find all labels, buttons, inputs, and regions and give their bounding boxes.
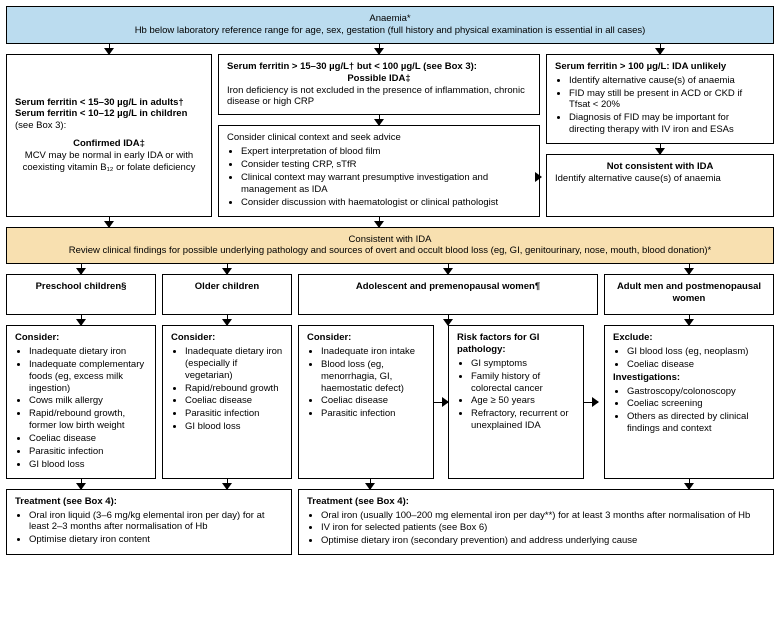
group-older: Older children (162, 274, 292, 315)
unlikely-box: Serum ferritin > 100 µg/L: IDA unlikely … (546, 54, 774, 144)
possible-consider-box: Consider clinical context and seek advic… (218, 125, 540, 216)
unlikely-head: Serum ferritin > 100 µg/L: IDA unlikely (555, 61, 765, 73)
possible-consider-b1: Expert interpretation of blood film (241, 146, 531, 158)
possible-consider-b4: Consider discussion with haematologist o… (241, 197, 531, 209)
consistent-box: Consistent with IDA Review clinical find… (6, 227, 774, 265)
possible-ida-column: Serum ferritin > 15–30 µg/L† but < 100 µ… (218, 54, 540, 217)
unlikely-b3: Diagnosis of FID may be important for di… (569, 112, 765, 136)
adolescent-risk-box: Risk factors for GI pathology: GI sympto… (448, 325, 584, 479)
header-title: Anaemia* (15, 13, 765, 25)
confirmed-ida-box: Serum ferritin < 15–30 µg/L in adults† S… (6, 54, 212, 217)
unlikely-b2: FID may still be present in ACD or CKD i… (569, 88, 765, 112)
preschool-consider-box: Consider: Inadequate dietary iron Inadeq… (6, 325, 156, 479)
adult-box: Exclude: GI blood loss (eg, neoplasm) Co… (604, 325, 774, 479)
possible-head: Serum ferritin > 15–30 µg/L† but < 100 µ… (227, 61, 477, 72)
group-adult: Adult men and postmenopausal women (604, 274, 774, 315)
possible-consider-b3: Clinical context may warrant presumptive… (241, 172, 531, 196)
possible-consider-lead: Consider clinical context and seek advic… (227, 132, 531, 144)
confirmed-note: MCV may be normal in early IDA or with c… (15, 150, 203, 174)
confirmed-line3: (see Box 3): (15, 120, 203, 132)
older-consider-box: Consider: Inadequate dietary iron (espec… (162, 325, 292, 479)
possible-note: Iron deficiency is not excluded in the p… (227, 85, 531, 109)
not-consistent-note: Identify alternative cause(s) of anaemia (555, 173, 765, 185)
possible-consider-b2: Consider testing CRP, sTfR (241, 159, 531, 171)
header-subtitle: Hb below laboratory reference range for … (15, 25, 765, 37)
confirmed-title: Confirmed IDA‡ (15, 138, 203, 150)
treatment-child-box: Treatment (see Box 4): Oral iron liquid … (6, 489, 292, 556)
possible-ida-box: Serum ferritin > 15–30 µg/L† but < 100 µ… (218, 54, 540, 116)
not-consistent-title: Not consistent with IDA (555, 161, 765, 173)
group-adolescent: Adolescent and premenopausal women¶ (298, 274, 598, 315)
not-consistent-box: Not consistent with IDA Identify alterna… (546, 154, 774, 217)
possible-title: Possible IDA‡ (227, 73, 531, 85)
group-preschool: Preschool children§ (6, 274, 156, 315)
unlikely-column: Serum ferritin > 100 µg/L: IDA unlikely … (546, 54, 774, 217)
treatment-adult-box: Treatment (see Box 4): Oral iron (usuall… (298, 489, 774, 556)
confirmed-line1: Serum ferritin < 15–30 µg/L in adults† (15, 97, 203, 109)
adolescent-consider-box: Consider: Inadequate iron intake Blood l… (298, 325, 434, 479)
confirmed-line2: Serum ferritin < 10–12 µg/L in children (15, 108, 203, 120)
consistent-note: Review clinical findings for possible un… (15, 245, 765, 257)
anaemia-header: Anaemia* Hb below laboratory reference r… (6, 6, 774, 44)
consistent-title: Consistent with IDA (15, 234, 765, 246)
unlikely-b1: Identify alternative cause(s) of anaemia (569, 75, 765, 87)
